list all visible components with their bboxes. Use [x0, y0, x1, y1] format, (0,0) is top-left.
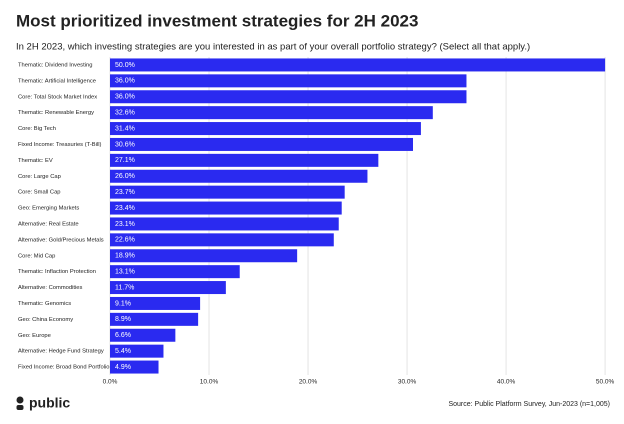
logo-base	[16, 405, 24, 410]
bar	[110, 74, 467, 88]
bar	[110, 217, 339, 231]
value-label: 5.4%	[115, 348, 131, 355]
bar	[110, 58, 606, 72]
source-note: Source: Public Platform Survey, Jun-2023…	[448, 401, 610, 408]
x-tick-label: 20.0%	[299, 379, 318, 386]
bar	[110, 201, 342, 215]
value-label: 31.4%	[115, 125, 135, 132]
y-tick-label: Thematic: Dividend Investing	[18, 62, 92, 68]
value-label: 23.4%	[115, 205, 135, 212]
value-label: 11.7%	[115, 284, 134, 291]
bar	[110, 90, 467, 104]
value-label: 23.1%	[115, 221, 135, 228]
y-tick-label: Core: Total Stock Market Index	[18, 94, 97, 100]
bar	[110, 249, 298, 263]
y-tick-label: Geo: Emerging Markets	[18, 206, 79, 212]
y-tick-label: Fixed Income: Broad Bond Portfolio	[18, 365, 110, 371]
y-tick-label: Thematic: Renewable Energy	[18, 110, 94, 116]
bar	[110, 233, 334, 247]
value-label: 36.0%	[115, 78, 135, 85]
x-tick-label: 10.0%	[200, 379, 219, 386]
value-label: 27.1%	[115, 157, 135, 164]
chart-subtitle: In 2H 2023, which investing strategies a…	[16, 42, 530, 53]
value-label: 6.6%	[115, 332, 131, 339]
y-tick-label: Fixed Income: Treasuries (T-Bill)	[18, 142, 102, 148]
y-tick-label: Thematic: Inflaction Protection	[18, 269, 96, 275]
bar	[110, 328, 176, 342]
x-tick-label: 0.0%	[103, 379, 118, 386]
value-label: 13.1%	[115, 268, 135, 275]
bar	[110, 360, 159, 374]
y-tick-label: Alternative: Hedge Fund Strategy	[18, 349, 104, 355]
bar	[110, 281, 226, 295]
value-label: 50.0%	[115, 62, 135, 69]
value-label: 18.9%	[115, 253, 135, 260]
bar	[110, 344, 164, 358]
logo-text: public	[29, 395, 70, 411]
bar	[110, 296, 201, 310]
value-label: 4.9%	[115, 364, 131, 371]
y-tick-label: Core: Big Tech	[18, 126, 56, 132]
bar	[110, 185, 345, 199]
y-tick-label: Core: Mid Cap	[18, 253, 55, 259]
bar	[110, 312, 199, 326]
value-label: 23.7%	[115, 189, 135, 196]
bar	[110, 106, 433, 120]
x-tick-label: 40.0%	[497, 379, 516, 386]
bar	[110, 137, 413, 151]
value-label: 22.6%	[115, 237, 135, 244]
y-tick-label: Thematic: Artificial Intelligence	[18, 78, 96, 84]
y-tick-label: Core: Large Cap	[18, 174, 61, 180]
y-tick-label: Core: Small Cap	[18, 190, 61, 196]
value-label: 36.0%	[115, 94, 135, 101]
x-tick-label: 50.0%	[596, 379, 615, 386]
bar	[110, 265, 240, 279]
logo-icon	[16, 396, 24, 410]
y-tick-label: Geo: Europe	[18, 333, 51, 339]
x-tick-label: 30.0%	[398, 379, 417, 386]
y-tick-label: Thematic: Genomics	[18, 301, 71, 307]
value-label: 8.9%	[115, 316, 131, 323]
y-tick-label: Thematic: EV	[18, 158, 53, 164]
y-tick-label: Geo: China Economy	[18, 317, 73, 323]
value-label: 9.1%	[115, 300, 131, 307]
value-label: 32.6%	[115, 109, 135, 116]
value-label: 26.0%	[115, 173, 135, 180]
bar	[110, 169, 368, 183]
y-tick-label: Alternative: Real Estate	[18, 221, 79, 227]
logo-dot	[16, 396, 24, 404]
y-tick-label: Alternative: Gold/Precious Metals	[18, 237, 104, 243]
chart-title: Most prioritized investment strategies f…	[16, 11, 418, 30]
bar	[110, 122, 421, 136]
y-tick-label: Alternative: Commodities	[18, 285, 83, 291]
value-label: 30.6%	[115, 141, 135, 148]
bar	[110, 153, 379, 167]
